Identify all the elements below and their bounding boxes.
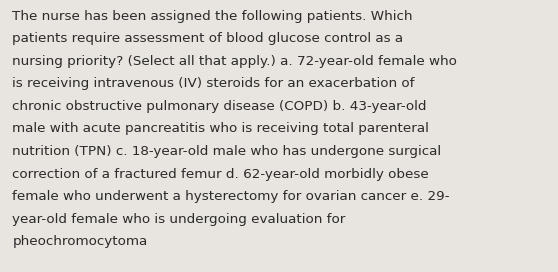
Text: male with acute pancreatitis who is receiving total parenteral: male with acute pancreatitis who is rece… — [12, 122, 429, 135]
Text: pheochromocytoma: pheochromocytoma — [12, 235, 147, 248]
Text: female who underwent a hysterectomy for ovarian cancer e. 29-: female who underwent a hysterectomy for … — [12, 190, 450, 203]
Text: is receiving intravenous (IV) steroids for an exacerbation of: is receiving intravenous (IV) steroids f… — [12, 77, 415, 90]
Text: patients require assessment of blood glucose control as a: patients require assessment of blood glu… — [12, 32, 403, 45]
Text: The nurse has been assigned the following patients. Which: The nurse has been assigned the followin… — [12, 10, 413, 23]
Text: nursing priority? (Select all that apply.) a. 72-year-old female who: nursing priority? (Select all that apply… — [12, 55, 457, 68]
Text: nutrition (TPN) c. 18-year-old male who has undergone surgical: nutrition (TPN) c. 18-year-old male who … — [12, 145, 441, 158]
Text: chronic obstructive pulmonary disease (COPD) b. 43-year-old: chronic obstructive pulmonary disease (C… — [12, 100, 427, 113]
Text: year-old female who is undergoing evaluation for: year-old female who is undergoing evalua… — [12, 213, 345, 226]
Text: correction of a fractured femur d. 62-year-old morbidly obese: correction of a fractured femur d. 62-ye… — [12, 168, 429, 181]
